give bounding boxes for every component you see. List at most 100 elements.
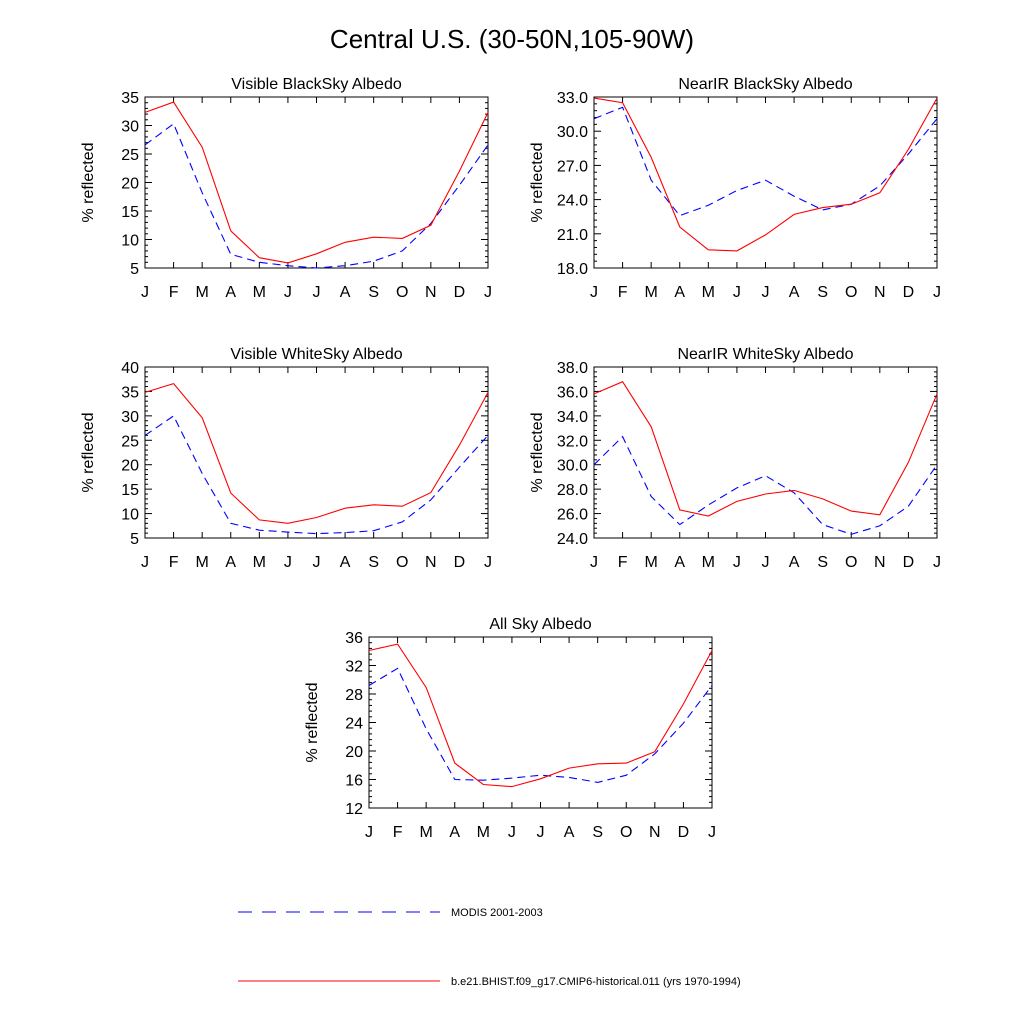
x-tick-label: F [618,284,628,301]
plot-frame [593,96,938,269]
y-tick-label: 28 [345,687,363,704]
x-tick-label: F [393,824,403,841]
x-tick-label: O [620,824,632,841]
x-tick-label: A [674,284,685,301]
x-tick-label: J [933,284,941,301]
y-tick-label: 5 [130,531,139,548]
x-tick-label: S [817,554,828,571]
y-tick-label: 33.0 [557,90,588,107]
x-tick-label: N [649,824,661,841]
plot-frame [368,636,713,809]
series-line-model [593,97,938,252]
x-tick-label: J [762,284,770,301]
x-tick-label: N [874,284,886,301]
x-tick-label: A [789,284,800,301]
y-axis-label: % reflected [80,142,97,222]
series-line-model [368,643,713,788]
series-line-model [593,381,938,517]
x-tick-label: D [903,284,915,301]
legend: MODIS 2001-2003 b.e21.BHIST.f09_g17.CMIP… [238,907,741,988]
x-tick-label: N [425,554,437,571]
x-tick-label: J [484,554,492,571]
x-tick-label: J [141,284,149,301]
x-tick-label: S [368,284,379,301]
series-line-modis [593,435,938,535]
y-tick-label: 30.0 [557,124,588,141]
chart-title: NearIR BlackSky Albedo [678,76,852,93]
x-tick-label: S [592,824,603,841]
x-tick-label: J [284,284,292,301]
plot-frame [144,366,489,539]
y-tick-label: 12 [345,801,363,818]
x-tick-label: F [618,554,628,571]
y-tick-label: 24.0 [557,531,588,548]
x-tick-label: A [564,824,575,841]
x-tick-label: J [590,554,598,571]
y-tick-label: 20 [121,176,139,193]
y-tick-label: 24.0 [557,193,588,210]
x-tick-label: J [762,554,770,571]
x-tick-label: O [396,554,408,571]
x-tick-label: O [396,284,408,301]
x-tick-label: D [454,554,466,571]
plot-frame [144,96,489,269]
figure-title: Central U.S. (30-50N,105-90W) [330,24,694,54]
legend-label-modis: MODIS 2001-2003 [451,907,543,919]
x-tick-label: A [225,284,236,301]
y-tick-label: 32 [345,659,363,676]
y-tick-label: 27.0 [557,158,588,175]
y-tick-label: 15 [121,482,139,499]
x-tick-label: M [477,824,490,841]
y-tick-label: 5 [130,261,139,278]
x-tick-label: A [674,554,685,571]
y-tick-label: 21.0 [557,227,588,244]
x-tick-label: J [313,284,321,301]
y-tick-label: 25 [121,433,139,450]
x-tick-label: J [508,824,516,841]
x-tick-label: M [645,554,658,571]
x-tick-label: J [933,554,941,571]
y-tick-label: 35 [121,384,139,401]
x-tick-label: J [313,554,321,571]
y-tick-label: 38.0 [557,360,588,377]
y-axis-label: % reflected [80,412,97,492]
x-tick-label: O [845,554,857,571]
x-tick-label: A [449,824,460,841]
x-tick-label: J [141,554,149,571]
x-tick-label: N [874,554,886,571]
x-tick-label: A [340,284,351,301]
x-tick-label: J [590,284,598,301]
x-tick-label: M [702,554,715,571]
y-tick-label: 30.0 [557,458,588,475]
x-tick-label: J [484,284,492,301]
y-axis-label: % reflected [529,142,546,222]
y-tick-label: 16 [345,773,363,790]
x-tick-label: M [420,824,433,841]
y-axis-label: % reflected [529,412,546,492]
x-tick-label: O [845,284,857,301]
x-tick-label: J [733,284,741,301]
x-tick-label: S [817,284,828,301]
x-tick-label: J [708,824,716,841]
y-tick-label: 20 [121,458,139,475]
x-tick-label: J [537,824,545,841]
y-tick-label: 24 [345,716,363,733]
x-tick-label: J [733,554,741,571]
y-tick-label: 20 [345,744,363,761]
chart-title: NearIR WhiteSky Albedo [677,346,853,363]
x-tick-label: D [678,824,690,841]
x-tick-label: A [225,554,236,571]
y-tick-label: 28.0 [557,482,588,499]
y-tick-label: 15 [121,204,139,221]
series-line-modis [144,415,489,535]
x-tick-label: M [253,284,266,301]
y-tick-label: 40 [121,360,139,377]
x-tick-label: F [169,554,179,571]
series-line-modis [144,122,489,269]
